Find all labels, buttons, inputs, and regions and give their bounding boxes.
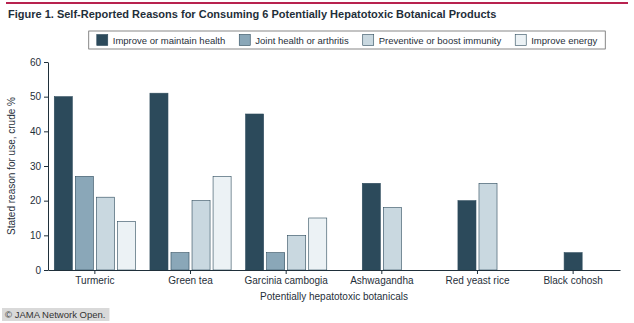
- legend-label: Improve or maintain health: [113, 35, 225, 46]
- x-tick-label: Black cohosh: [543, 275, 602, 286]
- y-tick-label: 20: [30, 195, 42, 206]
- x-axis-line: [49, 270, 621, 271]
- y-tick: 30: [30, 161, 48, 172]
- bar: [117, 221, 135, 270]
- bar: [75, 176, 93, 270]
- y-tick-mark: [44, 270, 48, 271]
- x-tick-mark: [573, 270, 574, 274]
- x-tick-mark: [381, 270, 382, 274]
- legend-label: Preventive or boost immunity: [379, 35, 502, 46]
- x-tick-label: Garcinia cambogia: [244, 275, 328, 286]
- bar: [288, 235, 306, 270]
- y-tick-label: 50: [30, 91, 42, 102]
- x-tick: Garcinia cambogia: [244, 270, 328, 286]
- legend-label: Improve energy: [531, 35, 597, 46]
- x-tick-label: Ashwagandha: [350, 275, 414, 286]
- bar: [54, 97, 72, 270]
- legend-frame: [89, 31, 605, 49]
- bar: [171, 253, 189, 270]
- y-tick-mark: [44, 131, 48, 132]
- y-tick-mark: [44, 62, 48, 63]
- y-tick-label: 10: [30, 230, 42, 241]
- y-tick: 40: [30, 126, 48, 137]
- bar: [564, 253, 582, 270]
- y-tick: 10: [30, 230, 48, 241]
- bars: [54, 93, 582, 270]
- x-tick-mark: [190, 270, 191, 274]
- x-tick: Green tea: [168, 270, 213, 286]
- x-tick-label: Green tea: [168, 275, 213, 286]
- y-tick: 60: [30, 57, 48, 68]
- y-tick-label: 60: [30, 57, 42, 68]
- title-rule: [6, 2, 628, 4]
- y-tick: 20: [30, 195, 48, 206]
- y-tick-mark: [44, 97, 48, 98]
- x-axis: Turmeric Green tea Garcinia cambogia Ashwag…: [49, 270, 621, 286]
- y-tick: 0: [35, 265, 48, 276]
- bar: [362, 183, 380, 270]
- bar: [458, 201, 476, 270]
- bar: [383, 208, 401, 270]
- y-tick-mark: [44, 235, 48, 236]
- x-tick-label: Red yeast rice: [446, 275, 510, 286]
- annotation-background: [2, 308, 109, 321]
- x-tick-label: Turmeric: [75, 275, 114, 286]
- legend-swatch: [363, 35, 374, 46]
- bar: [192, 201, 210, 270]
- legend-swatch: [515, 35, 526, 46]
- y-tick-label: 0: [35, 265, 41, 276]
- x-tick-mark: [286, 270, 287, 274]
- legend-item: Joint health or arthritis: [239, 35, 349, 46]
- x-tick: Red yeast rice: [446, 270, 510, 286]
- y-axis-title: Stated reason for use, crude %: [6, 97, 17, 235]
- legend-item: Preventive or boost immunity: [363, 35, 502, 46]
- x-tick: Turmeric: [75, 270, 114, 286]
- x-tick-mark: [477, 270, 478, 274]
- x-tick: Black cohosh: [543, 270, 602, 286]
- y-tick-mark: [44, 201, 48, 202]
- legend: Improve or maintain health Joint health o…: [89, 31, 605, 49]
- legend-label: Joint health or arthritis: [255, 35, 349, 46]
- legend-item: Improve or maintain health: [97, 35, 225, 46]
- title: Figure 1. Self-Reported Reasons for Cons…: [8, 8, 496, 20]
- bar: [96, 197, 114, 270]
- legend-item: Improve energy: [515, 35, 597, 46]
- bar: [246, 114, 264, 270]
- y-tick: 50: [30, 91, 48, 102]
- annotation: © JAMA Network Open.: [2, 308, 109, 321]
- annotation-text: © JAMA Network Open.: [5, 309, 105, 320]
- x-tick: Ashwagandha: [350, 270, 414, 286]
- legend-swatch: [239, 35, 250, 46]
- y-axis-line: [48, 63, 49, 271]
- y-tick-label: 40: [30, 126, 42, 137]
- x-tick-mark: [94, 270, 95, 274]
- y-tick-mark: [44, 166, 48, 167]
- bar: [267, 253, 285, 270]
- legend-swatch: [97, 35, 108, 46]
- bar: [150, 93, 168, 270]
- y-axis: 0 10 20 30 40 50 60: [30, 57, 49, 276]
- y-tick-label: 30: [30, 161, 42, 172]
- x-axis-title: Potentially hepatotoxic botanicals: [260, 291, 408, 302]
- bar: [309, 218, 327, 270]
- bar: [213, 176, 231, 270]
- bar: [479, 183, 497, 270]
